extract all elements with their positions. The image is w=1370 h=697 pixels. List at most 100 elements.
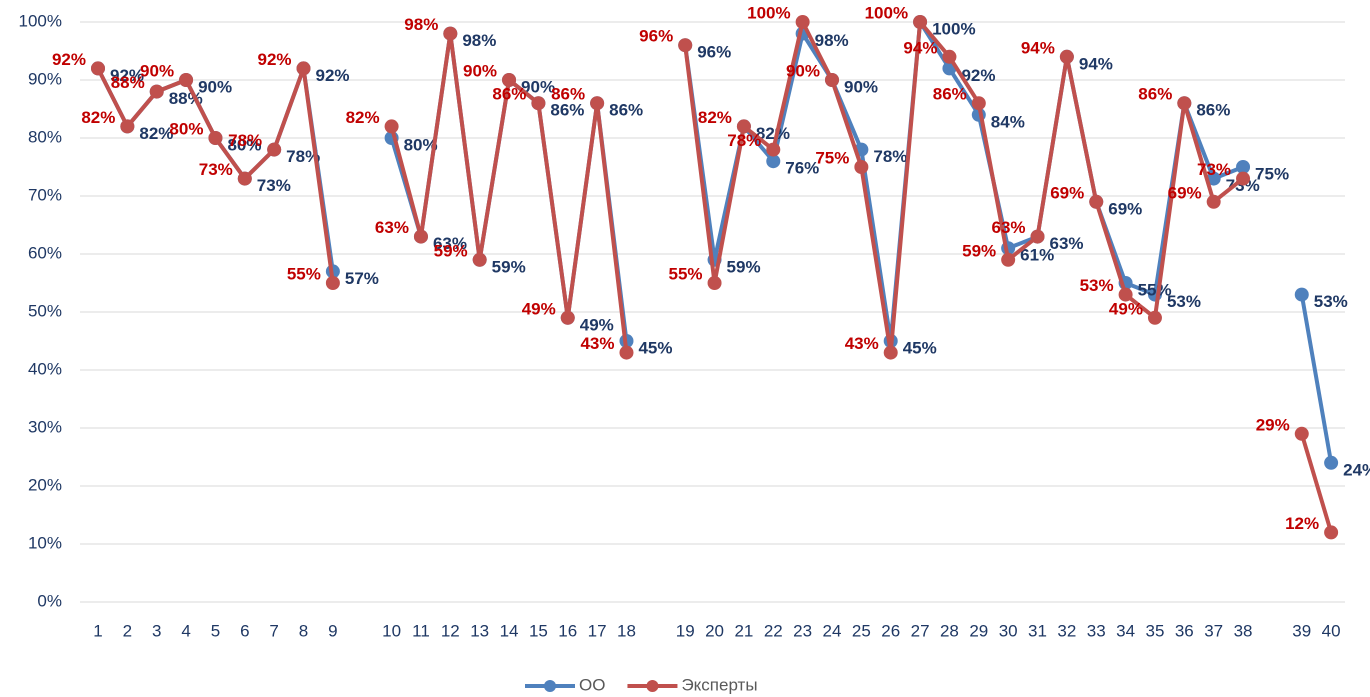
data-label: 86%: [609, 101, 643, 120]
data-label: 12%: [1285, 514, 1319, 533]
x-tick-label: 14: [500, 621, 519, 640]
x-tick-label: 4: [181, 621, 190, 640]
x-tick-label: 26: [881, 621, 900, 640]
data-label: 98%: [815, 31, 849, 50]
point: [854, 160, 869, 174]
point: [619, 345, 634, 360]
point: [736, 119, 751, 134]
point: [1059, 49, 1074, 64]
data-label: 49%: [1109, 299, 1143, 318]
data-label: 90%: [198, 77, 232, 96]
point: [1236, 160, 1251, 174]
point: [590, 96, 605, 111]
data-label: 82%: [81, 108, 115, 127]
data-label: 53%: [1167, 292, 1201, 311]
data-label: 92%: [110, 66, 144, 85]
y-tick-label: 70%: [28, 185, 62, 204]
x-tick-label: 25: [852, 621, 871, 640]
data-label: 96%: [697, 43, 731, 62]
y-tick-label: 0%: [37, 591, 62, 610]
point: [707, 276, 722, 290]
point: [1177, 96, 1192, 111]
data-label: 92%: [316, 66, 350, 85]
data-label: 73%: [257, 176, 291, 195]
data-label: 45%: [903, 338, 937, 357]
data-label: 69%: [1108, 199, 1142, 218]
data-label: 63%: [1050, 234, 1084, 253]
x-tick-label: 15: [529, 621, 548, 640]
data-label: 73%: [199, 160, 233, 179]
point: [1089, 194, 1104, 209]
y-tick-label: 60%: [28, 243, 62, 262]
x-tick-label: 8: [299, 621, 308, 640]
y-tick-label: 20%: [28, 475, 62, 494]
data-label: 80%: [169, 119, 203, 138]
point: [1236, 171, 1251, 186]
y-tick-label: 100%: [19, 11, 62, 30]
x-tick-label: 2: [123, 621, 132, 640]
x-tick-label: 7: [269, 621, 278, 640]
data-label: 59%: [492, 257, 526, 276]
data-label: 59%: [434, 241, 468, 260]
data-label: 92%: [257, 50, 291, 69]
point: [766, 154, 781, 169]
x-tick-label: 22: [764, 621, 783, 640]
data-label: 82%: [756, 124, 790, 143]
x-tick-label: 1: [93, 621, 102, 640]
data-label: 78%: [873, 147, 907, 166]
legend-label: Эксперты: [681, 675, 757, 694]
data-label: 29%: [1256, 415, 1290, 434]
point: [179, 73, 194, 87]
point: [413, 229, 428, 244]
x-tick-label: 34: [1116, 621, 1135, 640]
x-tick-label: 13: [470, 621, 489, 640]
point: [1294, 426, 1309, 441]
x-tick-label: 37: [1204, 621, 1223, 640]
point: [237, 171, 252, 186]
x-tick-label: 30: [999, 621, 1018, 640]
x-tick-label: 16: [558, 621, 577, 640]
x-tick-label: 12: [441, 621, 460, 640]
data-label: 57%: [345, 269, 379, 288]
data-label: 96%: [639, 27, 673, 46]
x-tick-label: 39: [1292, 621, 1311, 640]
data-label: 49%: [522, 299, 556, 318]
data-label: 90%: [786, 61, 820, 80]
y-tick-label: 80%: [28, 127, 62, 146]
data-label: 59%: [727, 257, 761, 276]
point: [913, 15, 928, 29]
data-label: 92%: [52, 50, 86, 69]
x-tick-label: 29: [969, 621, 988, 640]
x-tick-label: 17: [588, 621, 607, 640]
data-label: 90%: [521, 77, 555, 96]
x-tick-label: 18: [617, 621, 636, 640]
data-label: 100%: [932, 19, 975, 38]
data-label: 86%: [1138, 85, 1172, 104]
data-label: 75%: [815, 148, 849, 167]
data-label: 53%: [1080, 276, 1114, 295]
legend-label: ОО: [579, 675, 605, 694]
data-label: 86%: [492, 85, 526, 104]
data-label: 82%: [698, 108, 732, 127]
data-label: 61%: [1020, 246, 1054, 265]
point: [325, 276, 340, 290]
data-label: 94%: [1079, 54, 1113, 73]
x-tick-label: 19: [676, 621, 695, 640]
legend-marker: [646, 680, 659, 692]
data-label: 75%: [1255, 164, 1289, 183]
x-tick-label: 20: [705, 621, 724, 640]
point: [795, 15, 810, 29]
data-label: 92%: [961, 66, 995, 85]
point: [1324, 455, 1339, 470]
data-label: 63%: [991, 218, 1025, 237]
data-label: 63%: [433, 234, 467, 253]
data-label: 69%: [1168, 183, 1202, 202]
y-tick-label: 30%: [28, 417, 62, 436]
x-tick-label: 23: [793, 621, 812, 640]
data-label: 90%: [844, 77, 878, 96]
data-label: 82%: [139, 124, 173, 143]
point: [502, 73, 517, 87]
data-label: 78%: [727, 131, 761, 150]
point: [883, 345, 898, 360]
